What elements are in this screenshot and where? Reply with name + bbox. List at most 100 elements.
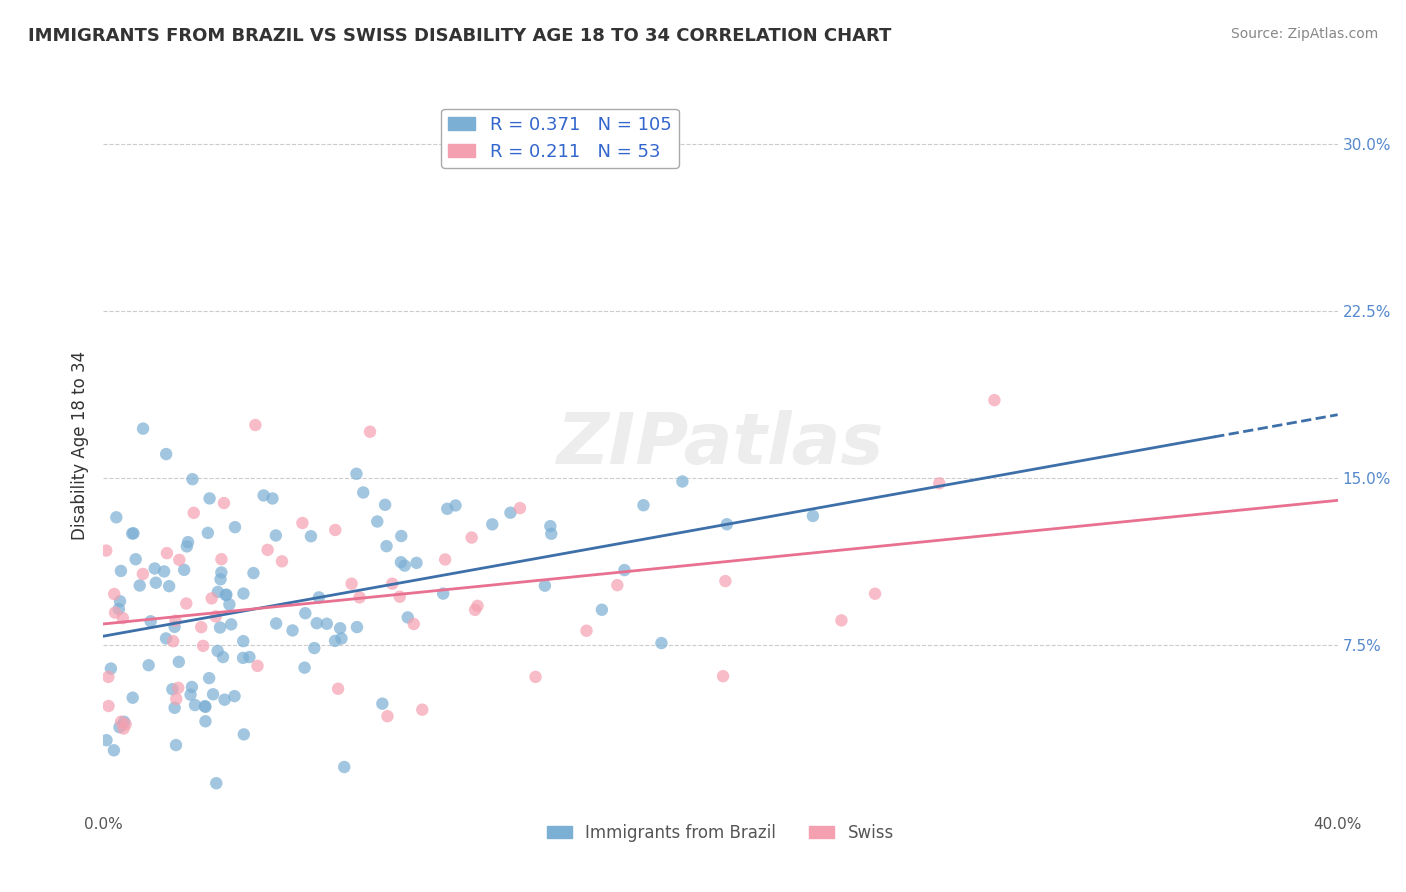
Text: IMMIGRANTS FROM BRAZIL VS SWISS DISABILITY AGE 18 TO 34 CORRELATION CHART: IMMIGRANTS FROM BRAZIL VS SWISS DISABILI…	[28, 27, 891, 45]
Point	[219, 617, 242, 632]
Point	[315, 616, 337, 631]
Point	[575, 624, 598, 638]
Point	[157, 579, 180, 593]
Point	[716, 517, 738, 532]
Point	[96, 543, 118, 558]
Point	[138, 658, 160, 673]
Point	[499, 506, 522, 520]
Point	[375, 539, 398, 553]
Point	[271, 554, 294, 568]
Point	[377, 709, 399, 723]
Point	[108, 594, 131, 608]
Point	[128, 578, 150, 592]
Point	[238, 650, 260, 665]
Point	[176, 597, 198, 611]
Point	[928, 476, 950, 491]
Point	[165, 614, 187, 628]
Point	[184, 698, 207, 712]
Text: ZIPatlas: ZIPatlas	[557, 410, 884, 480]
Point	[103, 743, 125, 757]
Point	[671, 475, 693, 489]
Point	[374, 498, 396, 512]
Point	[524, 670, 547, 684]
Point	[633, 498, 655, 512]
Point	[224, 689, 246, 703]
Point	[396, 610, 419, 624]
Point	[207, 644, 229, 658]
Point	[242, 566, 264, 580]
Point	[830, 613, 852, 627]
Point	[294, 606, 316, 620]
Point	[262, 491, 284, 506]
Point	[323, 633, 346, 648]
Point	[534, 579, 557, 593]
Point	[256, 542, 278, 557]
Point	[121, 526, 143, 541]
Point	[105, 510, 128, 524]
Point	[323, 523, 346, 537]
Point	[132, 422, 155, 436]
Point	[538, 519, 561, 533]
Point	[169, 553, 191, 567]
Point	[204, 609, 226, 624]
Point	[165, 738, 187, 752]
Point	[304, 641, 326, 656]
Point	[540, 526, 562, 541]
Point	[329, 621, 352, 635]
Point	[180, 688, 202, 702]
Point	[139, 615, 162, 629]
Point	[112, 722, 135, 736]
Point	[198, 671, 221, 685]
Point	[125, 552, 148, 566]
Point	[111, 611, 134, 625]
Point	[197, 525, 219, 540]
Point	[346, 620, 368, 634]
Point	[434, 552, 457, 566]
Point	[650, 636, 672, 650]
Point	[212, 650, 235, 665]
Point	[711, 669, 734, 683]
Point	[245, 417, 267, 432]
Point	[253, 488, 276, 502]
Point	[371, 697, 394, 711]
Point	[291, 516, 314, 530]
Point	[97, 670, 120, 684]
Legend: R = 0.371   N = 105, R = 0.211   N = 53: R = 0.371 N = 105, R = 0.211 N = 53	[441, 109, 679, 168]
Point	[591, 603, 613, 617]
Point	[110, 564, 132, 578]
Point	[209, 572, 232, 586]
Point	[394, 558, 416, 573]
Point	[155, 447, 177, 461]
Point	[402, 617, 425, 632]
Point	[326, 681, 349, 696]
Point	[366, 515, 388, 529]
Point	[389, 555, 412, 569]
Point	[122, 526, 145, 541]
Point	[444, 499, 467, 513]
Point	[165, 692, 187, 706]
Point	[209, 566, 232, 580]
Point	[145, 575, 167, 590]
Point	[389, 529, 412, 543]
Point	[96, 733, 118, 747]
Point	[181, 472, 204, 486]
Point	[264, 528, 287, 542]
Point	[281, 624, 304, 638]
Point	[352, 485, 374, 500]
Point	[108, 720, 131, 734]
Point	[232, 651, 254, 665]
Point	[714, 574, 737, 588]
Point	[108, 602, 131, 616]
Point	[180, 680, 202, 694]
Point	[411, 703, 433, 717]
Point	[388, 590, 411, 604]
Point	[381, 576, 404, 591]
Point	[162, 682, 184, 697]
Point	[194, 699, 217, 714]
Point	[432, 586, 454, 600]
Point	[308, 591, 330, 605]
Point	[104, 606, 127, 620]
Point	[215, 588, 238, 602]
Point	[190, 620, 212, 634]
Point	[224, 520, 246, 534]
